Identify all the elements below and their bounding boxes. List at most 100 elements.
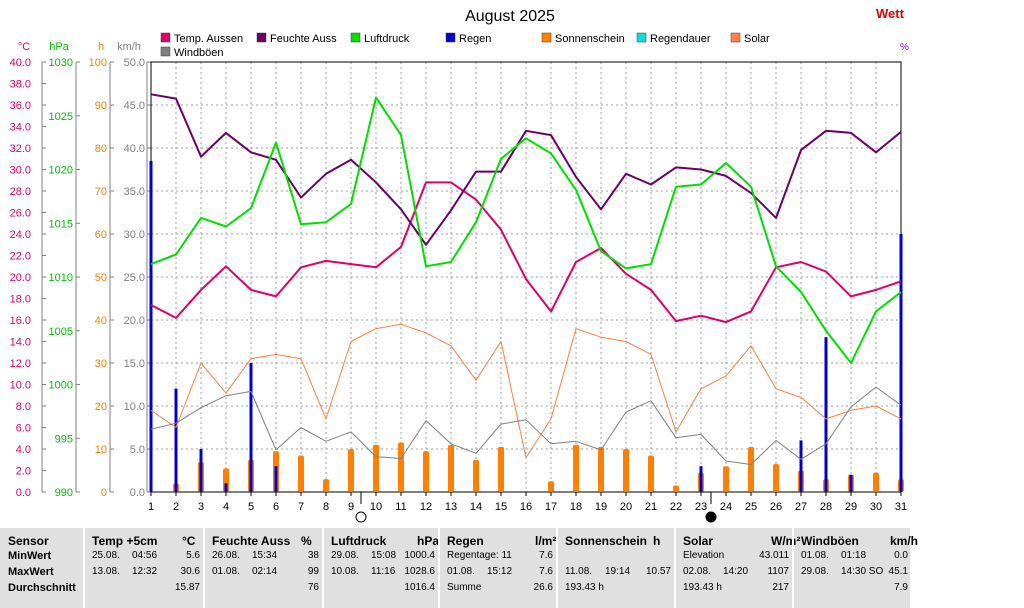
y-tick-label: 12.0: [10, 358, 31, 370]
x-tick-label: 21: [645, 501, 657, 513]
sunshine-bar: [398, 442, 404, 492]
stats-cell-time: 15:08: [371, 550, 397, 561]
y-tick-label: 995: [55, 433, 73, 445]
y-axis-unit: °C: [18, 41, 30, 53]
y-tick-label: 20: [95, 401, 107, 413]
y-tick-label: 20.0: [10, 272, 31, 284]
right-unit-label: %: [900, 42, 909, 53]
x-tick-label: 25: [745, 501, 757, 513]
y-tick-label: 40.0: [124, 143, 145, 155]
y-tick-label: 1030: [49, 57, 73, 69]
legend-label: Windböen: [174, 47, 224, 59]
stats-cell-time: 11:16: [371, 566, 396, 577]
x-tick-label: 11: [395, 501, 406, 513]
stats-cell-time: 04:56: [132, 550, 158, 561]
sunshine-bar: [498, 446, 504, 492]
legend-swatch: [445, 32, 456, 43]
stats-cell-date: 25.08.: [92, 550, 120, 561]
legend-label: Sonnenschein: [555, 33, 625, 45]
y-tick-label: 10.0: [10, 380, 31, 392]
y-tick-label: 14.0: [10, 337, 31, 349]
x-tick-label: 31: [895, 501, 907, 513]
stats-cell-date: 29.08.: [801, 566, 829, 577]
y-tick-label: 1010: [49, 272, 73, 284]
rain-bar: [224, 483, 228, 492]
x-tick-label: 18: [570, 501, 582, 513]
sensor-row-label: MaxWert: [8, 566, 54, 578]
stats-cell-date: 26.08.: [212, 550, 240, 561]
stats-cell-date: 193.43 h: [565, 582, 604, 593]
y-tick-label: 25.0: [124, 272, 145, 284]
stats-cell-date: 01.08.: [212, 566, 240, 577]
y-tick-label: 15.0: [124, 358, 145, 370]
legend-swatch: [636, 32, 647, 43]
y-tick-label: 0.0: [16, 487, 31, 499]
y-tick-label: 4.0: [16, 444, 31, 456]
legend-swatch: [730, 32, 741, 43]
series-line-luftdruck: [150, 96, 902, 364]
y-tick-label: 1020: [49, 165, 73, 177]
sensor-row-label: MinWert: [8, 550, 52, 562]
x-tick-label: 3: [198, 501, 204, 513]
x-tick-label: 27: [795, 501, 807, 513]
x-tick-label: 24: [720, 501, 732, 513]
stats-cell-time: 14:30 SO: [841, 566, 884, 577]
stats-cell-value: 30.6: [180, 566, 200, 577]
sunshine-bar: [573, 444, 579, 492]
legend-label: Regen: [459, 33, 491, 45]
y-axis-unit: hPa: [49, 41, 69, 53]
sunshine-bar: [373, 444, 379, 492]
legend-swatch: [160, 46, 171, 57]
column-separator: [792, 528, 794, 608]
stats-column-title: Solar: [683, 534, 714, 548]
y-tick-label: 990: [55, 487, 73, 499]
column-separator: [83, 528, 85, 608]
y-tick-label: 18.0: [10, 294, 31, 306]
stats-cell-value: 99: [307, 566, 319, 577]
stats-column-title: Luftdruck: [331, 534, 387, 548]
sunshine-bar: [448, 444, 454, 492]
series-line-feuchte-auss: [150, 93, 902, 246]
stats-cell-value: 0.0: [894, 550, 908, 561]
sunshine-bar: [773, 464, 779, 492]
stats-cell-date: Elevation: [683, 550, 725, 561]
stats-cell-time: 19:14: [605, 566, 631, 577]
x-tick-label: 29: [845, 501, 857, 513]
chart-title: August 2025: [465, 8, 555, 25]
stats-cell-value: 43.011: [759, 550, 789, 561]
legend-label: Regendauer: [650, 33, 711, 45]
x-tick-label: 12: [420, 501, 432, 513]
stats-column-title: Feuchte Auss: [212, 534, 291, 548]
y-tick-label: 50: [95, 272, 107, 284]
series-lines: [150, 93, 902, 465]
stats-column-unit: h: [653, 534, 661, 548]
x-tick-label: 26: [770, 501, 782, 513]
x-tick-label: 28: [820, 501, 832, 513]
rain-bar: [899, 234, 903, 492]
x-tick-label: 13: [445, 501, 457, 513]
y-tick-label: 22.0: [10, 251, 31, 263]
y-tick-label: 60: [95, 229, 107, 241]
y-tick-label: 1015: [49, 218, 73, 230]
legend-swatch: [256, 32, 267, 43]
y-tick-label: 6.0: [16, 423, 31, 435]
stats-cell-date: 193.43 h: [683, 582, 722, 593]
y-tick-label: 24.0: [10, 229, 31, 241]
stats-cell-date: 02.08.: [683, 566, 711, 577]
y-tick-label: 40.0: [10, 57, 31, 69]
stats-cell-time: 15:12: [487, 566, 513, 577]
stats-column-unit: %: [301, 534, 312, 548]
y-tick-label: 10.0: [124, 401, 145, 413]
rain-bar: [199, 449, 203, 492]
x-tick-label: 7: [298, 501, 304, 513]
legend-label: Feuchte Auss: [270, 33, 337, 45]
x-tick-label: 10: [370, 501, 382, 513]
stats-cell-time: 02:14: [252, 566, 278, 577]
y-tick-label: 34.0: [10, 122, 31, 134]
rain-bar: [174, 388, 178, 492]
sunshine-bar: [748, 446, 754, 492]
x-tick-label: 20: [620, 501, 632, 513]
sensor-header: Sensor: [8, 534, 49, 548]
y-axis-unit: h: [98, 41, 104, 53]
y-tick-label: 100: [89, 57, 107, 69]
